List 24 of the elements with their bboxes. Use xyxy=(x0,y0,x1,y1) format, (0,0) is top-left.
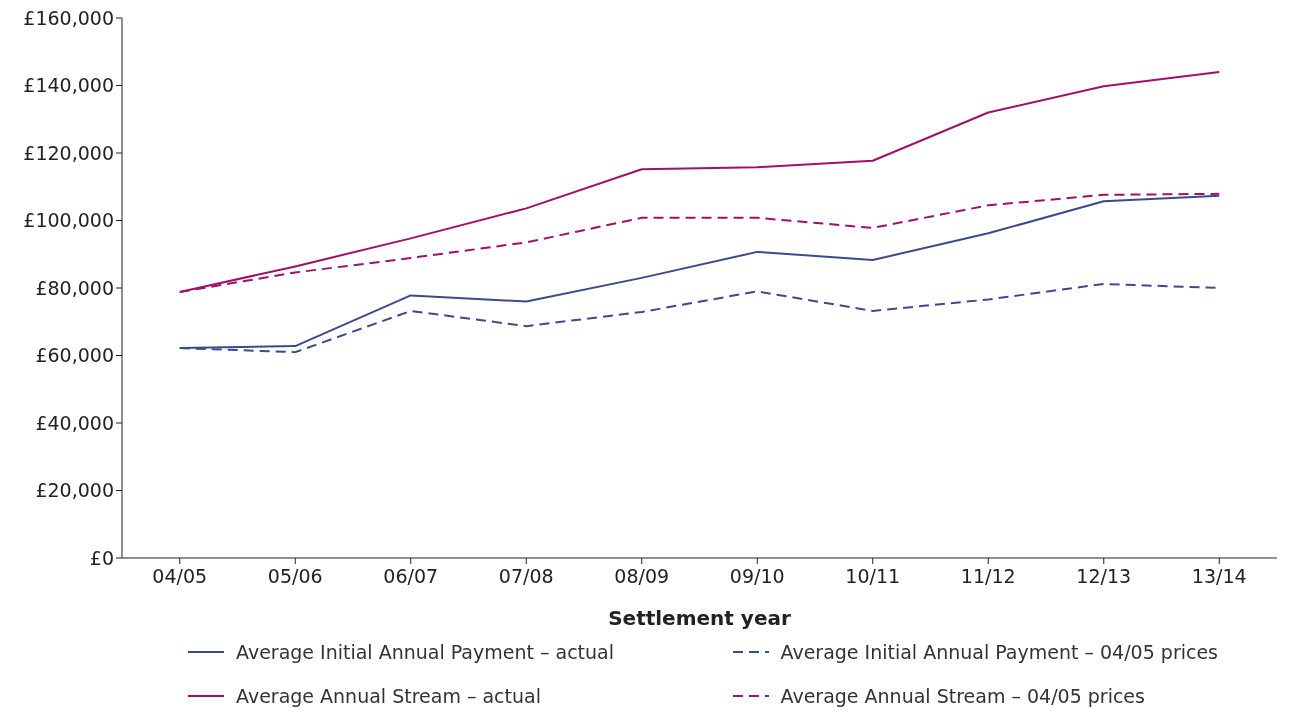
y-tick-label: £100,000 xyxy=(23,209,114,232)
y-tick-label: £40,000 xyxy=(35,411,114,434)
x-tick-label: 11/12 xyxy=(960,565,1016,588)
x-axis-title: Settlement year xyxy=(608,606,791,630)
y-tick-label: £20,000 xyxy=(35,479,114,502)
legend-label: Average Annual Stream – actual xyxy=(236,685,541,707)
x-tick-label: 08/09 xyxy=(614,565,670,588)
x-tick-label: 10/11 xyxy=(845,565,901,588)
x-tick-label: 13/14 xyxy=(1191,565,1247,588)
legend-label: Average Annual Stream – 04/05 prices xyxy=(780,685,1145,707)
x-tick-label: 07/08 xyxy=(498,565,554,588)
x-tick-label: 05/06 xyxy=(267,565,323,588)
legend-label: Average Initial Annual Payment – actual xyxy=(236,641,615,663)
y-tick-label: £140,000 xyxy=(23,74,114,97)
x-tick-label: 06/07 xyxy=(383,565,439,588)
y-tick-label: £0 xyxy=(89,546,114,569)
x-tick-label: 04/05 xyxy=(152,565,208,588)
y-tick-label: £160,000 xyxy=(23,6,114,29)
x-tick-label: 09/10 xyxy=(729,565,785,588)
y-tick-label: £80,000 xyxy=(35,276,114,299)
y-tick-label: £60,000 xyxy=(35,344,114,367)
legend-label: Average Initial Annual Payment – 04/05 prices xyxy=(780,641,1219,663)
y-tick-label: £120,000 xyxy=(23,141,114,164)
x-tick-label: 12/13 xyxy=(1076,565,1132,588)
